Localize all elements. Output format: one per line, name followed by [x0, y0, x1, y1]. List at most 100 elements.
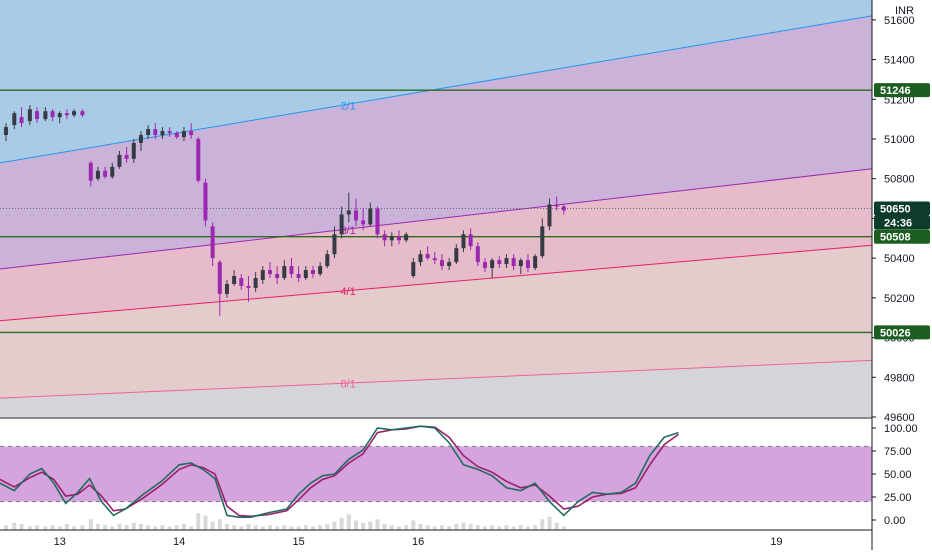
- volume-bar: [310, 526, 315, 530]
- price-tick-label: 50200: [884, 293, 915, 305]
- volume-bar: [447, 526, 452, 530]
- countdown-label: 24:36: [884, 218, 912, 230]
- candle-body: [217, 262, 222, 294]
- osc-tick-label: 25.00: [884, 492, 912, 504]
- fan-line-3-1: [0, 168, 873, 270]
- volume-bar: [418, 524, 423, 530]
- volume-bar: [296, 526, 301, 530]
- volume-bar: [35, 525, 40, 530]
- volume-bar: [353, 520, 358, 530]
- candle-body: [196, 139, 201, 181]
- level-tag: 50508: [880, 232, 911, 244]
- candle-body: [138, 135, 143, 143]
- fan-label: 4/1: [340, 286, 355, 298]
- candle-body: [181, 131, 186, 138]
- candle-body: [103, 170, 108, 177]
- candlestick-series: [3, 105, 566, 316]
- candle-body: [561, 206, 566, 211]
- last-price-tag-countdown-bg: [874, 215, 930, 230]
- volume-bar: [382, 524, 387, 530]
- volume-bar: [131, 522, 136, 530]
- volume-bar: [210, 521, 215, 530]
- volume-bar: [110, 526, 115, 530]
- candle-body: [146, 129, 151, 136]
- volume-bar: [64, 524, 69, 530]
- volume-bar: [325, 524, 330, 530]
- level-tag: 51246: [880, 85, 911, 97]
- time-tick-label: 19: [770, 536, 782, 548]
- fan-label: 2/1: [340, 100, 355, 112]
- fan-line-4-1: [0, 244, 873, 322]
- volume-bar: [95, 524, 100, 530]
- volume-bar: [253, 525, 258, 530]
- candle-body: [27, 109, 32, 122]
- volume-bar: [303, 525, 308, 530]
- volume-bar: [547, 516, 552, 530]
- volume-bar: [232, 525, 237, 530]
- candle-body: [64, 113, 69, 116]
- candle-body: [404, 234, 409, 241]
- volume-bar: [217, 519, 222, 530]
- volume-bar: [103, 525, 108, 530]
- volume-bar: [57, 526, 62, 530]
- price-tick-label: 51400: [884, 55, 915, 67]
- volume-bar: [224, 524, 229, 530]
- fan-label: 3/1: [340, 225, 355, 237]
- candle-body: [153, 129, 158, 136]
- candle-body: [224, 283, 229, 294]
- candle-body: [239, 278, 244, 286]
- volume-bar: [482, 526, 487, 530]
- volume-bar: [72, 526, 77, 530]
- candle-body: [50, 111, 55, 118]
- volume-bar: [282, 525, 287, 530]
- volume-bar: [3, 525, 8, 530]
- volume-bar: [461, 522, 466, 530]
- candle-body: [540, 226, 545, 257]
- volume-bar: [27, 526, 32, 530]
- osc-tick-label: 0.00: [884, 515, 905, 527]
- candle-body: [174, 133, 179, 138]
- candle-body: [375, 208, 380, 235]
- candle-body: [124, 154, 129, 159]
- candle-body: [160, 131, 165, 136]
- level-tag: 50026: [880, 327, 911, 339]
- candle-body: [57, 113, 62, 118]
- candle-body: [439, 260, 444, 267]
- volume-bar: [167, 526, 172, 530]
- candle-body: [296, 274, 301, 278]
- volume-bar: [43, 526, 48, 530]
- volume-bar: [518, 525, 523, 530]
- candle-body: [461, 234, 466, 249]
- candle-body: [95, 170, 100, 179]
- candle-body: [282, 266, 287, 278]
- candle-body: [210, 226, 215, 259]
- candle-body: [547, 204, 552, 227]
- candle-body: [418, 254, 423, 263]
- volume-bar: [468, 524, 473, 530]
- volume-bar: [361, 522, 366, 530]
- candle-body: [447, 262, 452, 267]
- volume-bar: [540, 519, 545, 530]
- candle-body: [43, 111, 48, 120]
- volume-bar: [267, 525, 272, 530]
- volume-bar: [50, 525, 55, 530]
- fan-fill-1: [0, 15, 872, 270]
- volume-bar: [138, 524, 143, 530]
- price-tick-label: 51200: [884, 94, 915, 106]
- candle-body: [525, 260, 530, 269]
- volume-bar: [160, 525, 165, 530]
- osc-tick-label: 50.00: [884, 469, 912, 481]
- volume-bar: [239, 526, 244, 530]
- candle-body: [19, 117, 24, 124]
- volume-bar: [260, 526, 265, 530]
- candle-body: [396, 236, 401, 241]
- candle-body: [80, 111, 85, 116]
- candle-body: [468, 234, 473, 247]
- level-tag-bg: [874, 83, 930, 98]
- candle-body: [260, 270, 265, 280]
- volume-bar: [511, 526, 516, 530]
- volume-bar: [346, 514, 351, 530]
- candle-body: [504, 258, 509, 265]
